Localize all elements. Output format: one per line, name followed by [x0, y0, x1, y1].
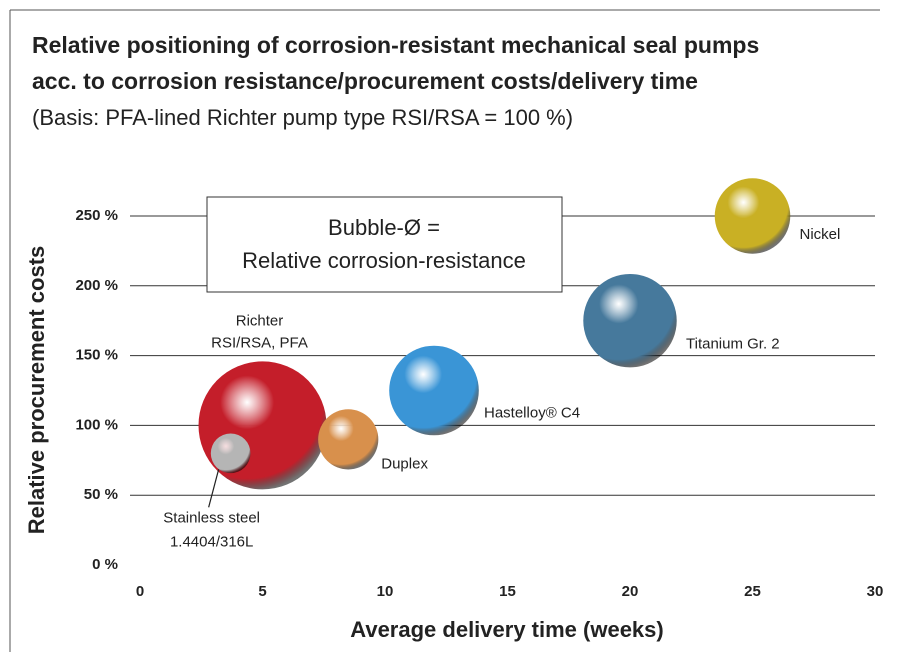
bubble — [318, 409, 379, 470]
x-tick-label: 0 — [136, 583, 144, 600]
y-tick-label: 200 % — [75, 277, 118, 294]
bubble — [210, 433, 251, 474]
bubble — [583, 273, 677, 368]
chart-title: Relative positioning of corrosion-resist… — [32, 32, 759, 58]
bubble-label: Richter — [236, 312, 284, 329]
y-tick-label: 150 % — [75, 347, 118, 364]
annotation: Bubble-Ø = — [328, 215, 440, 240]
plot: Richter RSI/RSA, PFA Stainless steel 1.4404… — [163, 178, 840, 550]
x-tick-label: 15 — [499, 583, 516, 600]
y-axis-label: Relative procurement costs — [24, 246, 49, 535]
x-axis-label: Average delivery time (weeks) — [350, 617, 663, 642]
bubble-label: Titanium Gr. 2 — [686, 336, 780, 353]
bubble — [389, 345, 479, 436]
x-tick-label: 20 — [622, 583, 639, 600]
bubble — [198, 361, 327, 490]
bubble-label: RSI/RSA, PFA — [211, 334, 308, 351]
bubble-label: Duplex — [381, 455, 428, 472]
annotation: Relative corrosion-resistance — [242, 248, 526, 273]
bubble-label: Nickel — [800, 226, 841, 243]
y-tick-label: 250 % — [75, 207, 118, 224]
chart-title: acc. to corrosion resistance/procurement… — [32, 68, 698, 94]
x-tick-label: 30 — [867, 583, 884, 600]
leader-line — [208, 469, 220, 508]
bubble-label: 1.4404/316L — [170, 533, 253, 550]
y-tick-label: 0 % — [92, 556, 118, 573]
y-tick-label: 50 % — [84, 486, 118, 503]
bubble-label: Stainless steel — [163, 509, 260, 526]
x-tick-label: 25 — [744, 583, 761, 600]
x-tick-label: 5 — [258, 583, 266, 600]
x-tick-label: 10 — [377, 583, 394, 600]
y-tick-label: 100 % — [75, 416, 118, 433]
chart-subtitle: (Basis: PFA-lined Richter pump type RSI/… — [32, 105, 573, 130]
bubble — [714, 178, 791, 254]
annotation-box — [206, 196, 563, 293]
bubble-label: Hastelloy® C4 — [484, 404, 580, 421]
